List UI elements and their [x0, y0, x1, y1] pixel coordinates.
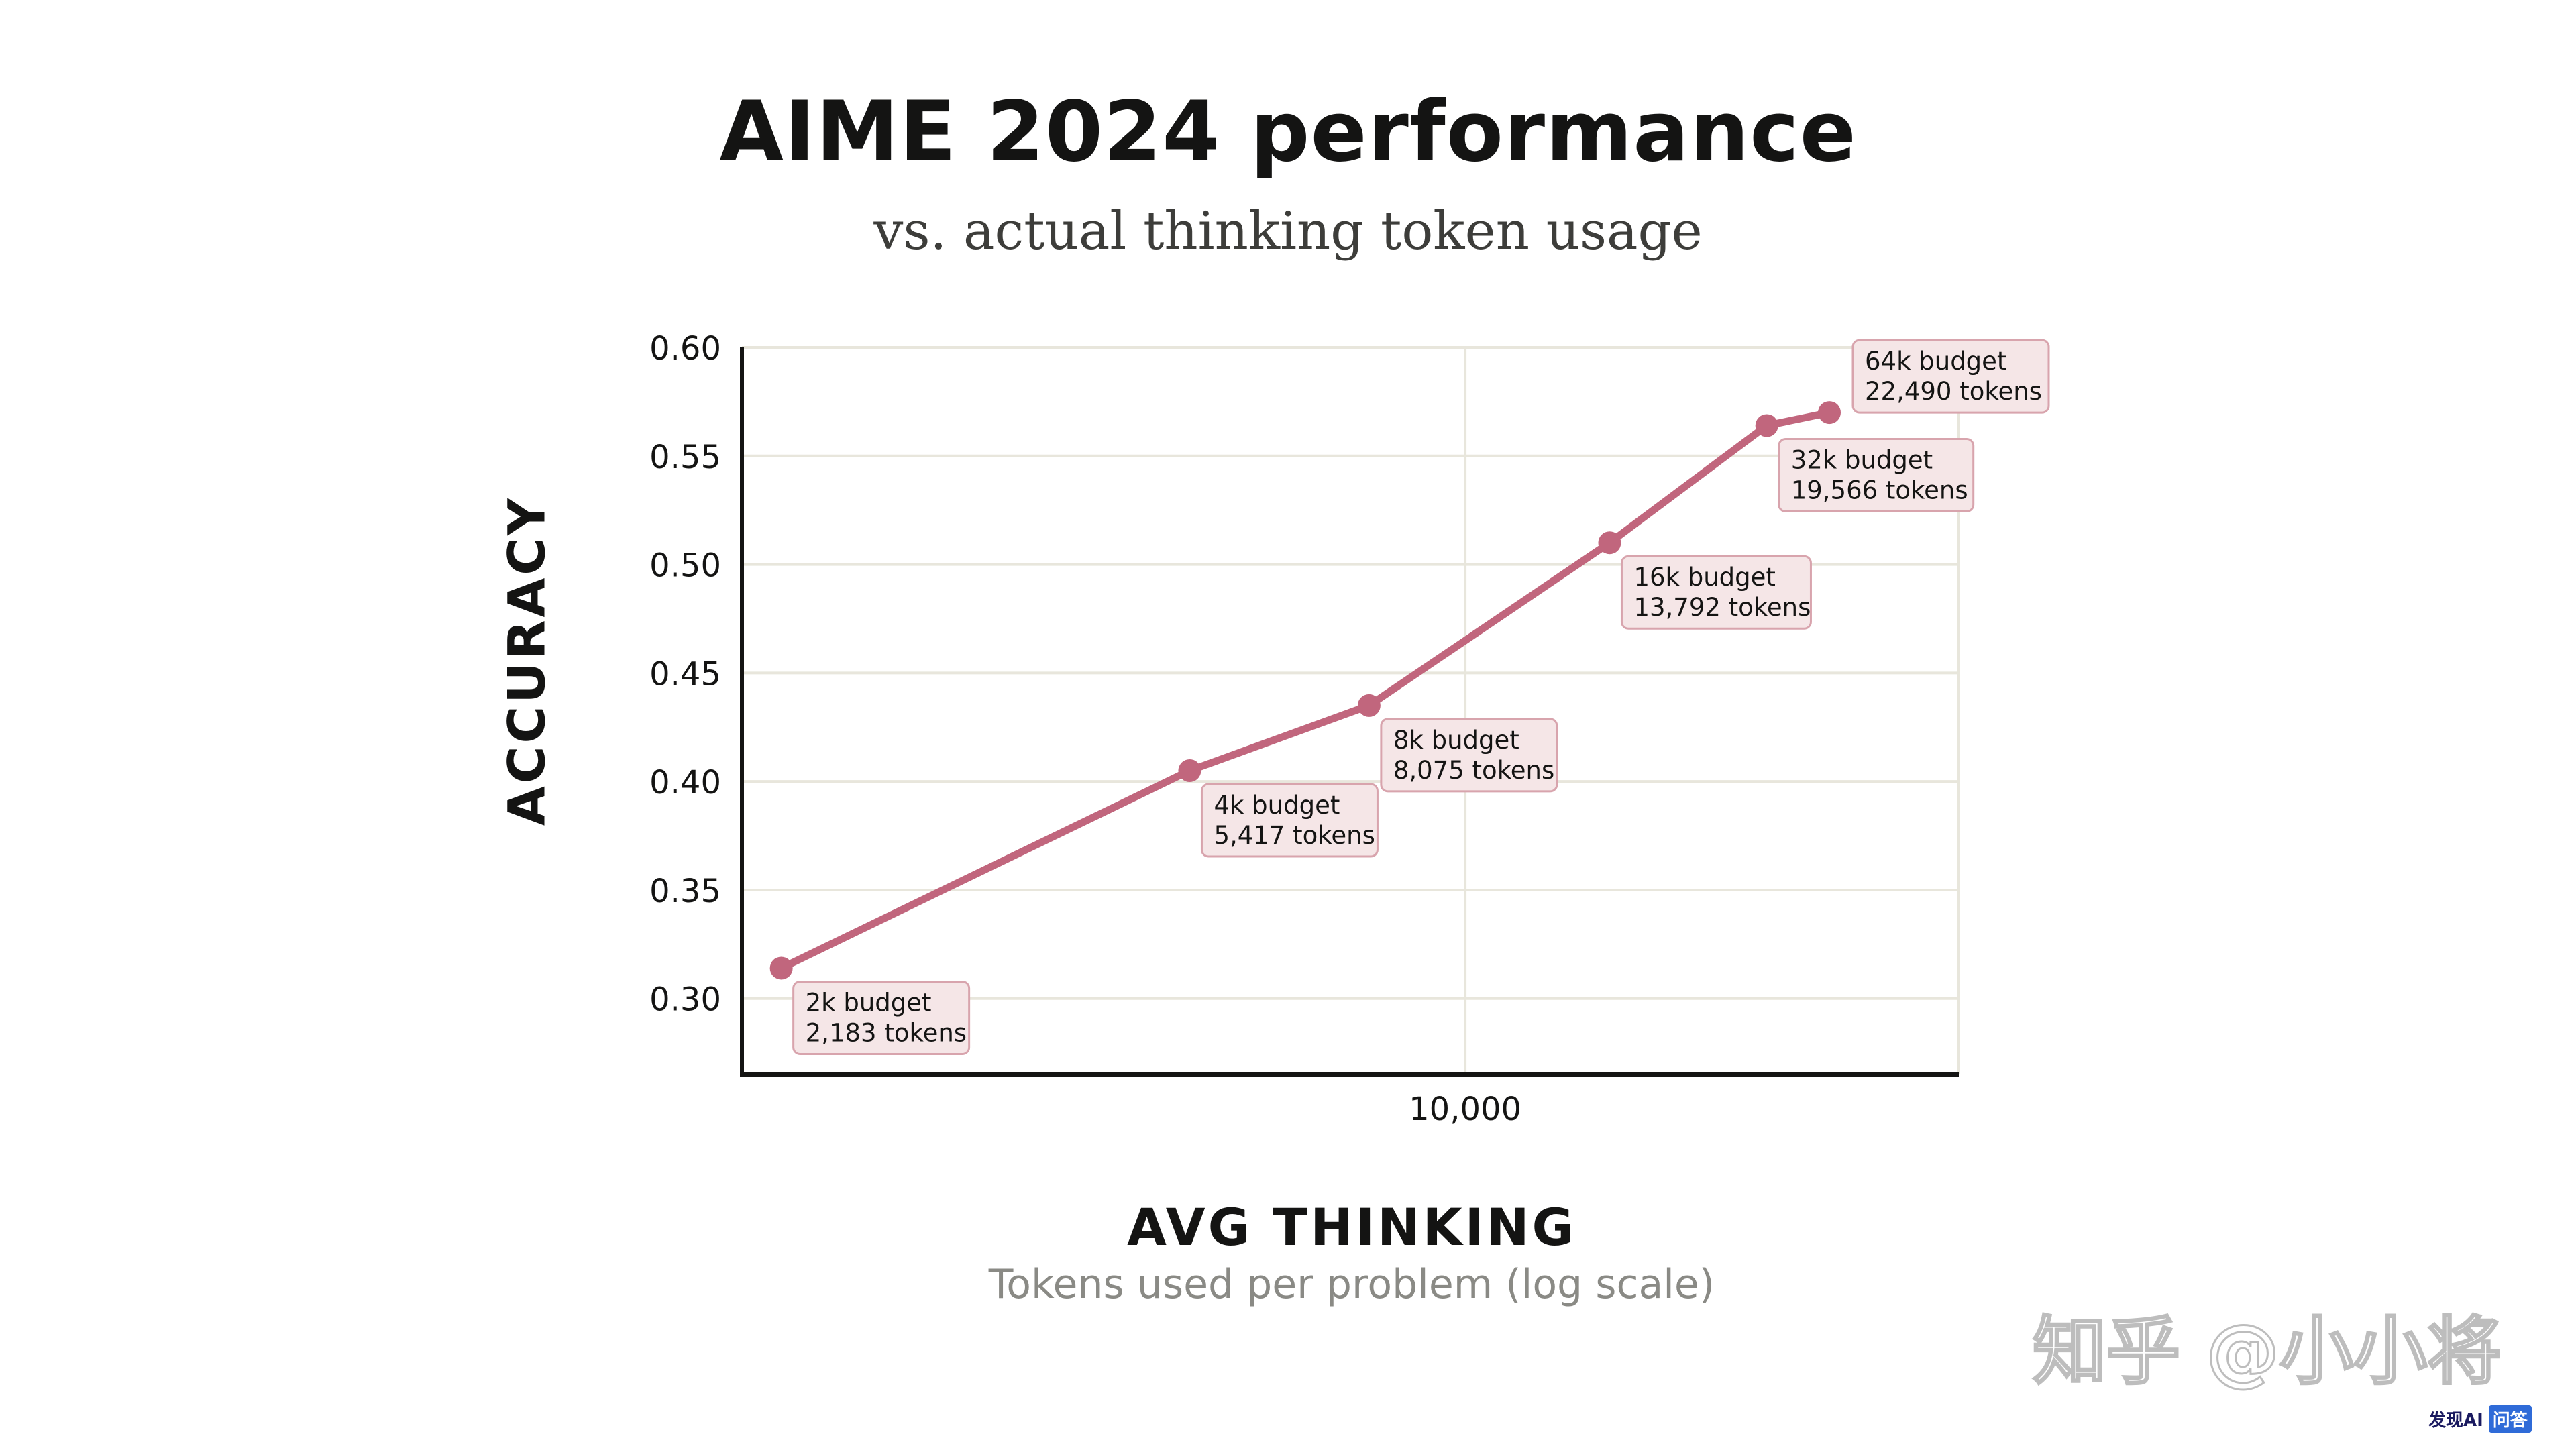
chart-subtitle: vs. actual thinking token usage — [873, 201, 1703, 262]
y-tick-label: 0.45 — [649, 655, 721, 693]
data-point — [1357, 694, 1381, 717]
annotation-budget: 64k budget — [1865, 347, 2006, 376]
annotation-tokens: 8,075 tokens — [1393, 756, 1554, 785]
annotation-tokens: 2,183 tokens — [806, 1018, 967, 1047]
y-tick-label: 0.50 — [649, 547, 721, 585]
y-tick-label: 0.55 — [649, 439, 721, 476]
chart-title: AIME 2024 performance — [719, 84, 1857, 180]
data-point — [1178, 759, 1201, 782]
annotation-box — [792, 980, 971, 1055]
x-axis-sublabel: Tokens used per problem (log scale) — [988, 1261, 1715, 1308]
annotation-budget: 8k budget — [1393, 726, 1519, 755]
data-point — [769, 956, 793, 980]
annotation-box — [1200, 783, 1379, 858]
y-tick-label: 0.35 — [649, 873, 721, 910]
annotation-tokens: 19,566 tokens — [1791, 476, 1968, 504]
y-tick-label: 0.40 — [649, 764, 721, 802]
series-line — [777, 408, 1833, 972]
data-point — [1817, 401, 1841, 425]
annotation-box — [1620, 555, 1812, 630]
y-tick-label: 0.60 — [649, 330, 721, 368]
annotation-budget: 2k budget — [806, 988, 932, 1017]
y-tick-label: 0.30 — [649, 981, 721, 1019]
ask-tag: 问答 — [2488, 1405, 2532, 1433]
x-tick-label: 10,000 — [1409, 1091, 1521, 1128]
annotation-budget: 32k budget — [1791, 445, 1933, 474]
watermark: 知乎 @小小将 — [2031, 1308, 2502, 1396]
annotation-box — [1851, 339, 2050, 414]
annotation-tokens: 22,490 tokens — [1865, 377, 2042, 406]
annotation-box — [1380, 718, 1558, 793]
annotation-tokens: 13,792 tokens — [1633, 593, 1811, 622]
data-point — [1755, 414, 1778, 437]
annotation-box — [1778, 437, 1975, 512]
data-point — [1598, 531, 1621, 555]
annotation-budget: 16k budget — [1633, 563, 1775, 592]
annotation-tokens: 5,417 tokens — [1214, 821, 1375, 850]
annotation-budget: 4k budget — [1214, 791, 1340, 820]
brand-badge: 发现AI 问答 — [2428, 1405, 2532, 1433]
brand-name: 发现AI — [2428, 1411, 2483, 1431]
x-axis-label: AVG THINKING — [1127, 1197, 1576, 1257]
